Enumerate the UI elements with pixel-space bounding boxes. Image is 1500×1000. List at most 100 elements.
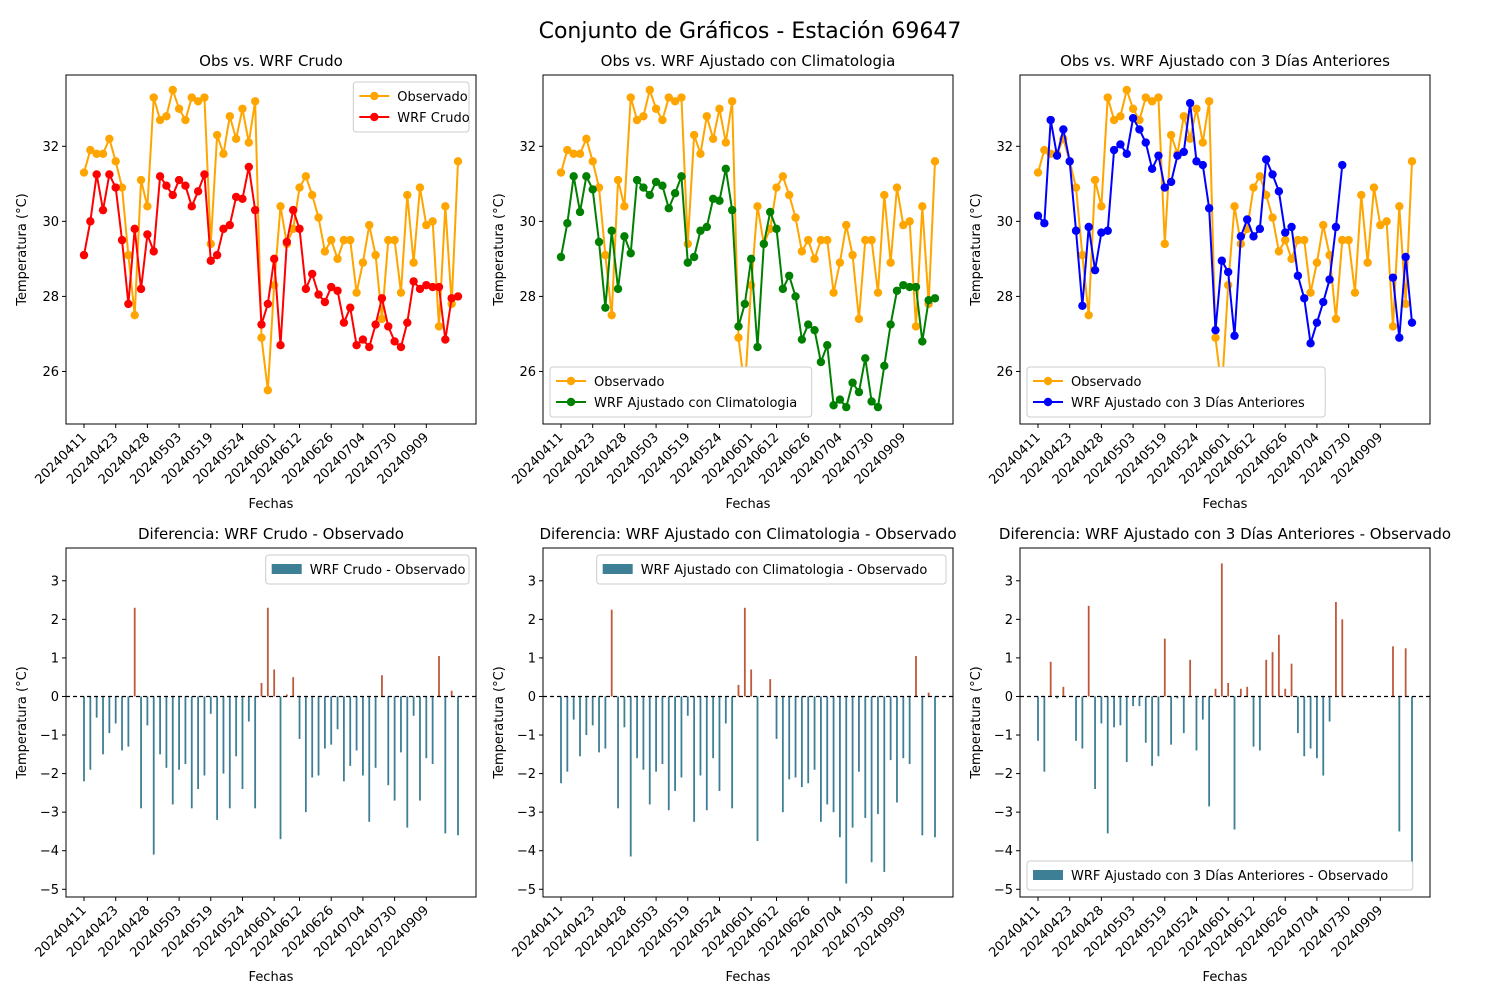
y-tick-label: 28 (42, 290, 59, 305)
data-point (1382, 217, 1391, 226)
panel-0-legend: Observado WRF Crudo (352, 81, 470, 133)
data-point (1344, 235, 1353, 245)
data-point (447, 294, 456, 303)
data-point (797, 335, 807, 344)
panel-2-legend: Observado WRF Ajustado con 3 Días Anterio… (1026, 366, 1326, 418)
data-point (823, 235, 832, 245)
legend-label: WRF Crudo - Observado (310, 563, 466, 578)
bar (750, 669, 753, 697)
data-point (238, 104, 247, 113)
panel-1-ylabel: Temperatura (°C) (492, 193, 507, 306)
data-point (1319, 297, 1328, 307)
bar (794, 696, 797, 778)
series-line-0 (1037, 86, 1413, 391)
data-point (86, 145, 95, 155)
data-point (918, 337, 927, 346)
bar (1132, 696, 1134, 707)
data-point (1211, 325, 1220, 335)
data-point (200, 93, 209, 102)
data-point (269, 254, 279, 264)
legend-label: WRF Ajustado con 3 Días Anteriores - Obs… (1071, 869, 1388, 884)
data-point (645, 190, 654, 200)
panel-5-axes-frame (1019, 547, 1431, 898)
data-point (1040, 219, 1049, 228)
bar (680, 696, 683, 778)
legend-label: WRF Ajustado con 3 Días Anteriores (1071, 396, 1305, 411)
panel-2-title: Obs vs. WRF Ajustado con 3 Días Anterior… (1060, 52, 1390, 70)
data-point (295, 183, 304, 192)
bar (1404, 648, 1407, 697)
legend-swatch (271, 564, 302, 574)
bar (591, 696, 594, 726)
bar (1163, 638, 1166, 697)
legend-frame (596, 554, 947, 585)
panel-3-axes-frame (65, 547, 477, 898)
y-tick-label: 30 (996, 215, 1013, 230)
data-point (1122, 149, 1131, 159)
data-point (327, 282, 336, 292)
panel-1-title: Obs vs. WRF Ajustado con Climatologia (601, 52, 896, 70)
data-point (1204, 97, 1214, 106)
data-point (1116, 112, 1125, 121)
data-point (734, 333, 743, 342)
data-point (911, 282, 921, 292)
bar (1239, 688, 1242, 697)
y-tick-label: −4 (40, 844, 59, 859)
data-point (250, 205, 260, 215)
data-point (867, 397, 876, 406)
data-point (683, 258, 692, 267)
data-point (861, 235, 870, 245)
data-point (1287, 222, 1296, 232)
data-point (308, 269, 317, 279)
y-tick-label: −3 (517, 806, 536, 821)
data-point (588, 185, 597, 194)
legend-label: Observado (594, 375, 665, 390)
data-point (162, 181, 171, 190)
data-point (867, 235, 876, 245)
bar (241, 696, 244, 790)
data-point (320, 297, 330, 307)
bar (349, 696, 352, 766)
bar (724, 696, 727, 724)
bar (1252, 696, 1255, 747)
bar (1328, 696, 1331, 722)
data-point (288, 224, 298, 234)
data-point (403, 190, 412, 200)
y-tick-label: 2 (51, 613, 59, 628)
bar (870, 696, 873, 863)
data-point (639, 112, 648, 121)
data-point (1312, 258, 1322, 267)
data-point (1274, 187, 1284, 196)
data-point (816, 235, 826, 245)
y-tick-label: 3 (1005, 574, 1013, 589)
bar (1170, 696, 1173, 745)
data-point (174, 104, 184, 113)
bar (140, 696, 142, 809)
data-point (670, 189, 680, 198)
data-point (1395, 333, 1404, 342)
data-point (1401, 252, 1410, 262)
bar (566, 696, 569, 772)
bar (165, 696, 168, 768)
data-point (1084, 222, 1093, 232)
bar (1176, 696, 1179, 699)
bar (298, 696, 301, 739)
data-point (734, 322, 743, 331)
bar (610, 609, 613, 697)
data-point (111, 157, 120, 166)
bar (712, 696, 715, 759)
bar (355, 696, 358, 751)
data-point (384, 322, 393, 331)
data-point (339, 318, 349, 327)
data-point (124, 299, 133, 309)
y-tick-label: −2 (994, 767, 1013, 782)
bar (273, 669, 276, 697)
data-point (231, 192, 241, 202)
legend-frame (352, 81, 470, 133)
data-point (1154, 93, 1163, 102)
data-point (105, 170, 114, 179)
data-point (886, 320, 895, 329)
data-point (1071, 226, 1081, 235)
panel-5-title: Diferencia: WRF Ajustado con 3 Días Ante… (999, 525, 1451, 543)
bar (317, 696, 320, 776)
